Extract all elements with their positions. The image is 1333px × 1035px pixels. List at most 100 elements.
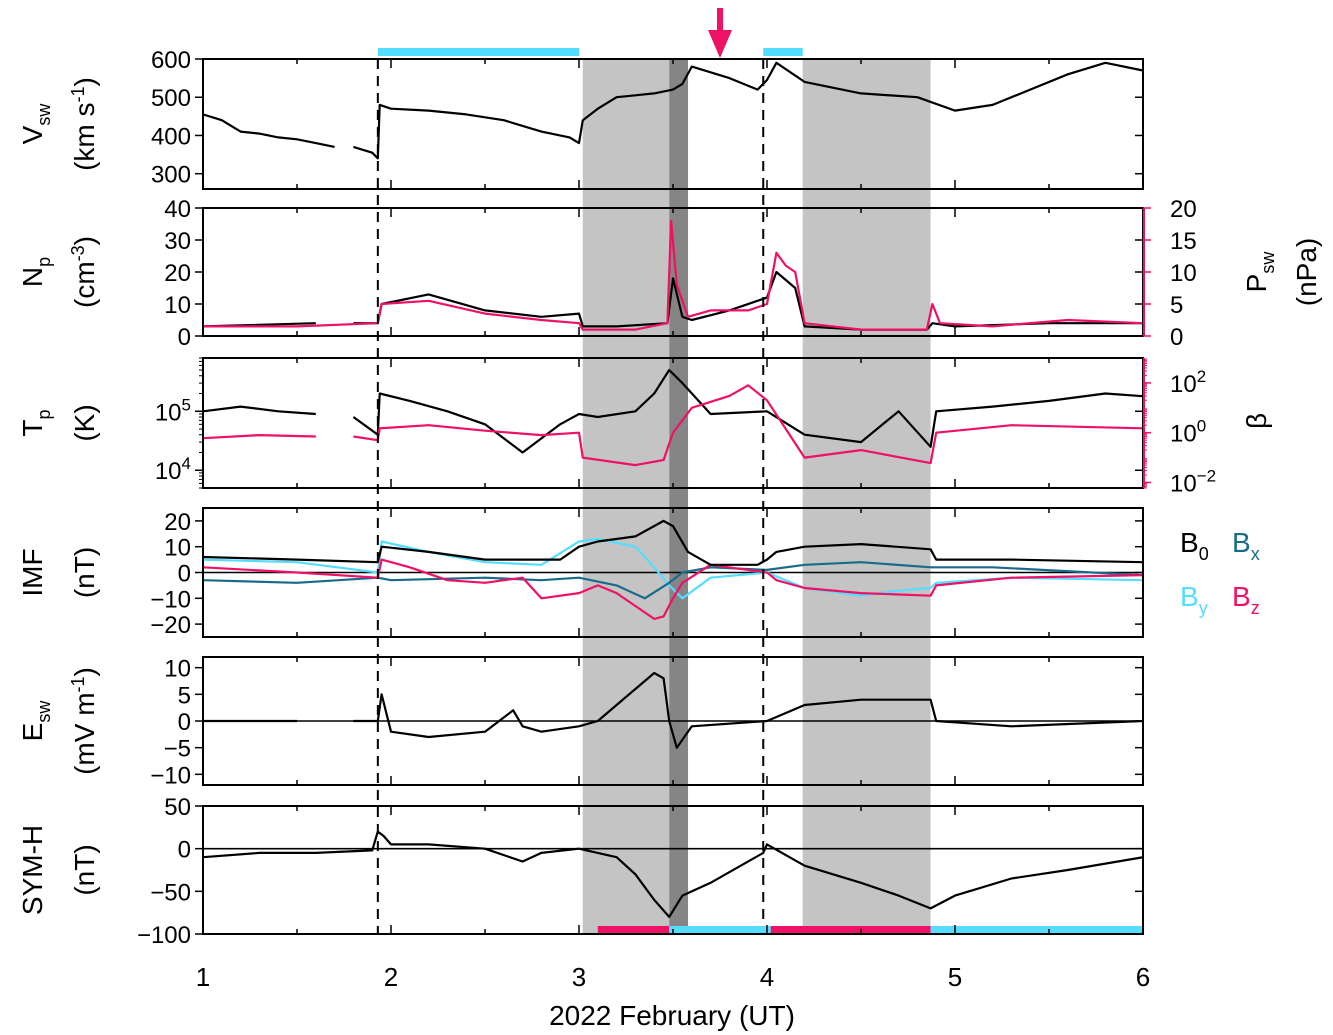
tick-exponent: 2 — [1197, 367, 1206, 386]
right-ylabel-symbol: Psw — [1241, 251, 1278, 293]
series-vsw-line — [203, 61, 1143, 160]
bottom-interval-bar — [669, 926, 771, 934]
label-part: (nT) — [69, 547, 100, 598]
x-tick-label: 6 — [1136, 962, 1150, 992]
data-series-layer — [203, 61, 1143, 918]
label-part: ) — [69, 236, 100, 245]
tick-exponent: 4 — [182, 454, 191, 473]
bottom-interval-bar — [597, 926, 670, 934]
bottom-interval-bar — [930, 926, 1143, 934]
y-tick-label: 105 — [155, 395, 191, 426]
label-part: y — [1199, 598, 1208, 618]
shaded-interval-dark — [669, 59, 689, 934]
series-sym-h-line — [203, 830, 1143, 918]
ylabel-unit-symh: (nT) — [69, 844, 100, 895]
y-tick-label: 40 — [164, 196, 191, 223]
y-tick-label: 20 — [164, 260, 191, 287]
series-bx-line — [203, 561, 1143, 600]
label-part: sw — [34, 700, 54, 723]
ylabel-unit: (km s-1) — [68, 77, 100, 171]
x-axis-title: 2022 February (UT) — [549, 1000, 795, 1031]
ylabel-symh: SYM-H — [17, 825, 48, 915]
ylabel-vsw: Vsw — [17, 103, 54, 145]
legend-entry-by: By — [1180, 581, 1208, 618]
y-tick-label: 50 — [164, 794, 191, 821]
ylabel-symbol: Esw — [17, 700, 54, 742]
bottom-interval-bar — [770, 926, 931, 934]
panel-esw-series — [203, 671, 1143, 749]
tick-exponent: 5 — [182, 395, 191, 414]
label-part: IMF — [17, 548, 48, 596]
y-tick-label: 500 — [151, 85, 191, 112]
label-part: ) — [69, 77, 100, 86]
ylabel-np: Np — [17, 257, 54, 287]
y-tick-label: −10 — [150, 586, 191, 613]
shaded-interval-light — [582, 59, 670, 934]
label-part: ) — [69, 667, 100, 676]
arrow-shaft — [717, 8, 723, 34]
ylabel-tp: Tp — [17, 409, 54, 436]
right-y-tick-label: 10 — [1170, 260, 1197, 287]
panel-symh-series — [203, 830, 1143, 918]
right-y-tick-label: 10−2 — [1170, 466, 1216, 497]
x-tick-label: 2 — [384, 962, 398, 992]
series-β-line — [203, 384, 1143, 467]
legend-entry-bx: Bx — [1232, 527, 1260, 564]
label-part: (km s — [69, 102, 100, 170]
series-psw-line — [203, 219, 1143, 331]
series-esw-line — [203, 671, 1143, 749]
legend-entry-b0: B0 — [1180, 527, 1209, 564]
y-tick-label: 300 — [151, 162, 191, 189]
down-arrow-icon — [708, 8, 732, 58]
label-part: z — [1251, 598, 1260, 618]
ylabel-imf: IMF — [17, 548, 48, 596]
label-part: (K) — [69, 404, 100, 441]
axes-and-ticks-layer — [195, 58, 1151, 935]
label-part: 0 — [1199, 544, 1209, 564]
label-part: x — [1251, 544, 1260, 564]
right-y-tick-label: 100 — [1170, 417, 1206, 448]
y-tick-label: 0 — [178, 561, 191, 588]
ylabel-esw: Esw — [17, 700, 54, 742]
label-part: B — [1232, 581, 1251, 612]
ylabel-unit-esw: (mV m-1) — [68, 667, 100, 775]
ylabel-unit: (K) — [69, 404, 100, 441]
label-part: -3 — [68, 245, 88, 261]
right-y-tick-label: 20 — [1170, 196, 1197, 223]
shaded-intervals-layer — [582, 59, 931, 934]
right-ylabel-np: Psw — [1241, 251, 1278, 293]
top-interval-bar — [377, 48, 579, 56]
x-tick-label: 5 — [948, 962, 962, 992]
label-part: -1 — [68, 676, 88, 692]
ylabel-unit: (cm-3) — [68, 236, 100, 308]
label-part: (nT) — [69, 844, 100, 895]
tick-exponent: 0 — [1197, 417, 1206, 436]
ylabel-symbol: Tp — [17, 409, 54, 436]
series-bz-line — [203, 558, 1143, 620]
y-tick-label: 10 — [164, 292, 191, 319]
ylabel-symbol: Np — [17, 257, 54, 287]
right-ylabel-unit: (nPa) — [1291, 238, 1322, 306]
y-tick-label: 10 — [164, 656, 191, 683]
ylabel-symbol: IMF — [17, 548, 48, 596]
label-part: (nPa) — [1291, 238, 1322, 306]
label-part: sw — [1258, 251, 1278, 274]
dashed-markers-layer — [376, 8, 1143, 934]
label-part: β — [1241, 413, 1272, 429]
right-y-tick-label: 102 — [1170, 367, 1206, 398]
ylabel-unit-np: (cm-3) — [68, 236, 100, 308]
y-tick-label: 0 — [178, 837, 191, 864]
series-tp-line — [203, 368, 1143, 454]
ylabel-unit-imf: (nT) — [69, 547, 100, 598]
label-part: p — [34, 409, 54, 419]
label-part: B — [1180, 581, 1199, 612]
panel-vsw-series — [203, 61, 1143, 160]
x-tick-label: 3 — [572, 962, 586, 992]
series-by-line — [203, 537, 1143, 600]
tick-exponent: −2 — [1197, 466, 1216, 485]
label-part: -1 — [68, 86, 88, 102]
label-part: P — [1241, 274, 1272, 293]
y-tick-label: 0 — [178, 709, 191, 736]
